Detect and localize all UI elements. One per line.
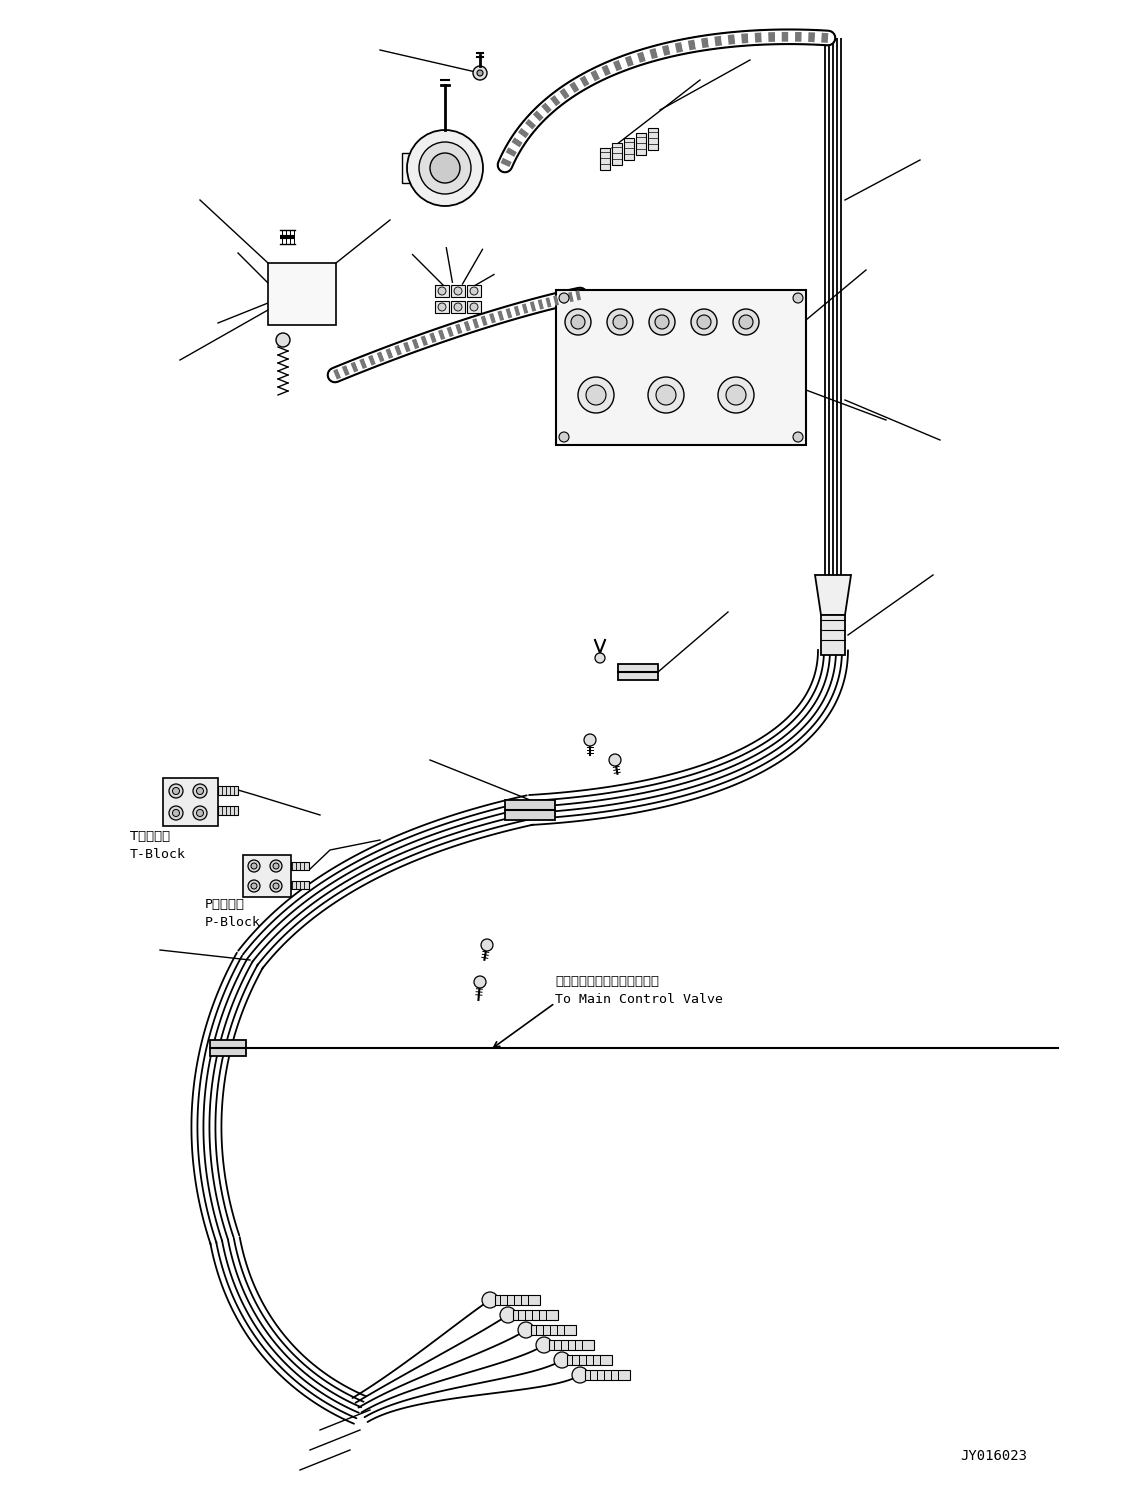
Bar	[267, 264, 336, 325]
Bar	[600, 147, 610, 170]
Bar	[495, 1295, 539, 1304]
Bar	[585, 1370, 630, 1380]
Circle shape	[173, 810, 179, 816]
Circle shape	[193, 785, 207, 798]
Circle shape	[438, 302, 446, 311]
Circle shape	[482, 1292, 498, 1307]
Circle shape	[596, 654, 605, 663]
Circle shape	[477, 70, 483, 76]
Circle shape	[572, 316, 585, 329]
Circle shape	[565, 310, 591, 335]
Circle shape	[655, 316, 669, 329]
Circle shape	[193, 806, 207, 820]
Circle shape	[454, 302, 462, 311]
Circle shape	[173, 788, 179, 795]
Circle shape	[648, 377, 684, 412]
Circle shape	[474, 975, 486, 989]
Bar	[636, 133, 646, 155]
Circle shape	[697, 316, 711, 329]
Circle shape	[656, 386, 676, 405]
Circle shape	[559, 293, 569, 302]
Circle shape	[740, 316, 753, 329]
Bar	[624, 138, 634, 159]
Text: P-Block: P-Block	[205, 916, 261, 929]
Circle shape	[273, 864, 279, 870]
Bar	[451, 284, 465, 296]
Circle shape	[248, 880, 259, 892]
Circle shape	[536, 1337, 552, 1354]
Text: T-Block: T-Block	[130, 849, 186, 861]
Circle shape	[273, 883, 279, 889]
Circle shape	[584, 734, 596, 746]
Circle shape	[407, 130, 483, 205]
Circle shape	[586, 386, 606, 405]
Circle shape	[613, 316, 628, 329]
Bar	[163, 777, 218, 826]
Circle shape	[251, 864, 257, 870]
Bar	[291, 881, 309, 889]
Bar	[402, 153, 445, 183]
Text: To Main Control Valve: To Main Control Valve	[555, 993, 724, 1007]
Circle shape	[470, 287, 478, 295]
Circle shape	[559, 432, 569, 442]
Circle shape	[793, 293, 804, 302]
Circle shape	[481, 940, 493, 951]
Circle shape	[270, 880, 282, 892]
Circle shape	[275, 334, 290, 347]
Circle shape	[197, 788, 203, 795]
Text: Tブロック: Tブロック	[130, 829, 170, 843]
Circle shape	[609, 753, 621, 765]
Circle shape	[251, 883, 257, 889]
Polygon shape	[815, 575, 852, 615]
Bar	[243, 855, 291, 896]
Bar	[549, 1340, 594, 1351]
Bar	[531, 1325, 576, 1336]
Bar	[467, 301, 481, 313]
Circle shape	[499, 1307, 515, 1324]
Bar	[648, 128, 658, 150]
Bar	[435, 301, 449, 313]
Circle shape	[473, 66, 487, 80]
Bar	[505, 800, 555, 820]
Circle shape	[726, 386, 746, 405]
Bar	[291, 862, 309, 870]
Circle shape	[438, 287, 446, 295]
Circle shape	[518, 1322, 534, 1339]
Text: JY016023: JY016023	[960, 1449, 1028, 1464]
Bar	[467, 284, 481, 296]
Circle shape	[169, 806, 183, 820]
Circle shape	[607, 310, 633, 335]
Circle shape	[270, 861, 282, 873]
Bar	[218, 806, 238, 814]
Circle shape	[454, 287, 462, 295]
Bar	[513, 1310, 558, 1321]
Circle shape	[470, 302, 478, 311]
Bar	[218, 786, 238, 795]
Text: メインコントロールバルブへ: メインコントロールバルブへ	[555, 975, 660, 989]
Circle shape	[692, 310, 717, 335]
Bar	[555, 290, 806, 445]
Circle shape	[793, 432, 804, 442]
Text: Pブロック: Pブロック	[205, 898, 245, 911]
Bar	[618, 664, 658, 680]
Circle shape	[197, 810, 203, 816]
Circle shape	[718, 377, 754, 412]
Bar	[451, 301, 465, 313]
Bar	[435, 284, 449, 296]
Bar	[612, 143, 622, 165]
Circle shape	[430, 153, 459, 183]
Circle shape	[248, 861, 259, 873]
Bar	[567, 1355, 612, 1365]
Circle shape	[572, 1367, 588, 1383]
Bar	[821, 615, 845, 655]
Circle shape	[419, 141, 471, 194]
Circle shape	[649, 310, 676, 335]
Circle shape	[733, 310, 759, 335]
Circle shape	[554, 1352, 570, 1368]
Circle shape	[578, 377, 614, 412]
Bar	[210, 1039, 246, 1056]
Circle shape	[169, 785, 183, 798]
